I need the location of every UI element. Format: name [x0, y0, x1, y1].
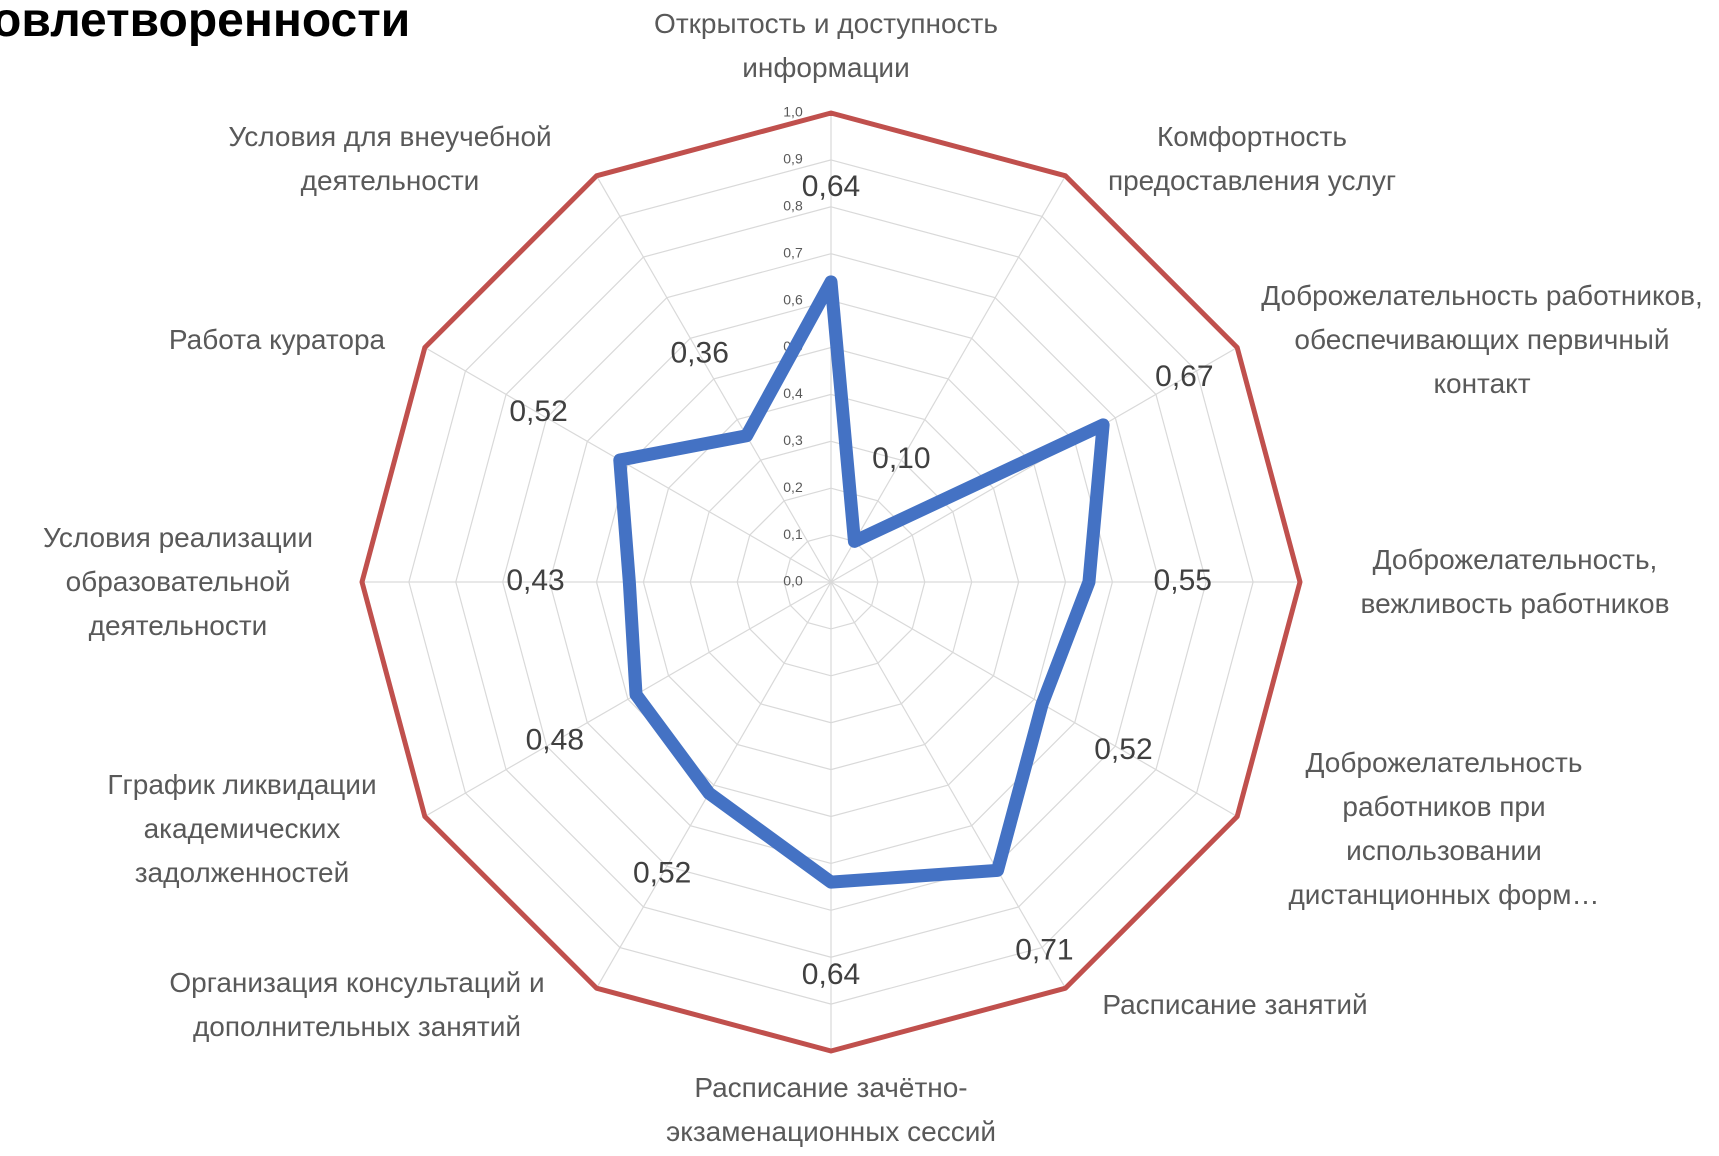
spoke: [595, 175, 832, 583]
spoke: [830, 346, 1238, 583]
data-label: 0,48: [526, 723, 584, 756]
data-label: 0,55: [1154, 564, 1212, 597]
tick-label: 0,4: [783, 385, 803, 401]
category-label: Гграфик ликвидации академических задолже…: [107, 769, 377, 888]
data-label: 0,52: [1094, 733, 1152, 766]
category-label: Условия реализации образовательной деяте…: [42, 522, 314, 641]
tick-label: 0,1: [783, 526, 803, 542]
data-label: 0,71: [1015, 934, 1073, 967]
data-label: 0,10: [872, 442, 930, 475]
series-line: [613, 275, 1110, 889]
spoke: [830, 581, 1067, 989]
category-label: Условия для внеучебной деятельности: [228, 121, 552, 196]
category-label: Расписание зачётно-экзаменационных сесси…: [665, 1072, 997, 1147]
tick-label: 0,6: [783, 291, 803, 307]
data-label: 0,64: [802, 170, 860, 203]
category-label: Доброжелательность работников при исполь…: [1288, 747, 1600, 910]
category-label: Доброжелательность, вежливость работнико…: [1360, 544, 1670, 619]
spoke: [424, 581, 832, 818]
data-label: 0,36: [670, 336, 728, 369]
tick-label: 0,0: [783, 573, 803, 589]
chart-title: овлетворенности: [0, 0, 410, 47]
spoke: [830, 581, 1238, 818]
tick-label: 0,2: [783, 479, 803, 495]
data-label: 0,43: [506, 564, 564, 597]
tick-label: 0,3: [783, 432, 803, 448]
spoke: [595, 581, 832, 989]
category-label: Расписание занятий: [1102, 989, 1368, 1020]
tick-label: 0,7: [783, 244, 803, 260]
category-label: Организация консультаций и дополнительны…: [169, 967, 545, 1042]
tick-label: 0,8: [783, 198, 803, 214]
data-label: 0,64: [802, 958, 860, 991]
category-label: Комфортность предоставления услуг: [1107, 121, 1397, 196]
category-label: Работа куратора: [168, 324, 386, 355]
series-line: [359, 110, 1303, 1054]
data-label: 0,52: [633, 856, 691, 889]
tick-label: 0,9: [783, 151, 803, 167]
category-label: Открытость и доступность информации: [654, 8, 998, 83]
spoke: [830, 175, 1067, 583]
data-label: 0,67: [1155, 360, 1213, 393]
tick-label: 1,0: [783, 104, 803, 120]
category-label: Доброжелательность работников, обеспечив…: [1261, 280, 1703, 399]
data-label: 0,52: [509, 395, 567, 428]
